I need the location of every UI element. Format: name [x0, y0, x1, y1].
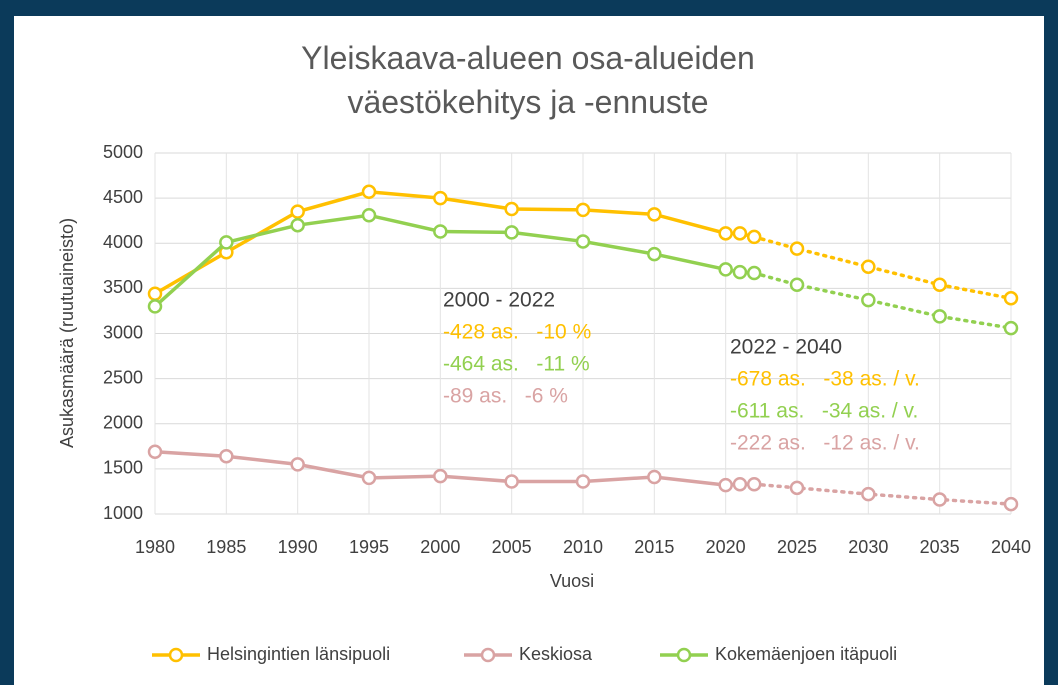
- point-marker: [1003, 496, 1019, 512]
- annotation: 2022 - 2040: [730, 336, 842, 359]
- x-tick-label: 2015: [634, 537, 674, 557]
- point-marker: [861, 292, 876, 308]
- point-marker: [147, 299, 163, 314]
- point-marker: [746, 265, 762, 281]
- point-marker: [147, 286, 163, 302]
- x-tick-label: 2020: [706, 537, 746, 557]
- x-axis-label: Vuosi: [550, 571, 594, 591]
- point-marker: [575, 234, 591, 249]
- annotation: -464 as. -11 %: [443, 353, 590, 376]
- y-tick-label: 5000: [103, 142, 143, 162]
- point-marker: [575, 474, 591, 489]
- legend-marker: [676, 647, 692, 663]
- annotation: -89 as. -6 %: [443, 385, 568, 408]
- point-marker: [746, 476, 762, 492]
- point-marker: [932, 492, 947, 507]
- x-tick-label: 1980: [135, 537, 175, 557]
- legend-marker: [480, 647, 496, 663]
- point-marker: [718, 226, 733, 241]
- point-marker: [361, 208, 377, 223]
- forecast-line: [752, 235, 1013, 301]
- point-marker: [1003, 320, 1019, 336]
- point-marker: [647, 246, 662, 262]
- chart-title: Yleiskaava-alueen osa-alueiden väestökeh…: [301, 40, 755, 120]
- point-marker: [433, 224, 448, 239]
- point-marker: [1003, 291, 1019, 306]
- annotation: -222 as. -12 as. / v.: [730, 432, 920, 455]
- annotation: 2000 - 2022: [443, 289, 555, 312]
- point-marker: [932, 309, 947, 324]
- forecast-line: [752, 271, 1013, 330]
- y-tick-label: 2000: [103, 413, 143, 433]
- x-tick-label: 2000: [420, 537, 460, 557]
- x-tick-label: 1990: [278, 537, 318, 557]
- point-marker: [861, 259, 876, 274]
- annotation: -428 as. -10 %: [443, 321, 591, 344]
- y-tick-label: 2500: [103, 367, 143, 387]
- x-tick-label: 2010: [563, 537, 603, 557]
- y-tick-label: 4500: [103, 187, 143, 207]
- point-marker: [219, 448, 234, 464]
- legend-marker: [168, 647, 184, 663]
- point-marker: [433, 190, 448, 206]
- y-tick-label: 3500: [103, 277, 143, 297]
- point-marker: [504, 201, 519, 217]
- point-marker: [732, 476, 748, 492]
- point-marker: [647, 469, 662, 485]
- annotation: -611 as. -34 as. / v.: [730, 400, 918, 423]
- x-tick-label: 1985: [206, 537, 246, 557]
- point-marker: [789, 277, 805, 293]
- point-marker: [575, 202, 591, 218]
- point-marker: [290, 217, 305, 233]
- point-marker: [746, 229, 762, 245]
- y-axis-label: Asukasmäärä (ruutuaineisto): [57, 218, 77, 448]
- x-tick-label: 2040: [991, 537, 1031, 557]
- point-marker: [732, 226, 748, 241]
- point-marker: [504, 474, 519, 489]
- y-tick-label: 3000: [103, 322, 143, 342]
- point-marker: [433, 468, 448, 484]
- legend-label: Keskiosa: [519, 644, 593, 664]
- y-tick-label: 1000: [103, 503, 143, 523]
- point-marker: [789, 241, 805, 256]
- point-marker: [932, 277, 947, 293]
- y-tick-label: 1500: [103, 458, 143, 478]
- point-marker: [718, 262, 733, 277]
- point-marker: [647, 207, 662, 222]
- point-marker: [290, 204, 305, 219]
- point-marker: [361, 184, 377, 200]
- chart-panel: [14, 16, 1044, 685]
- point-marker: [504, 225, 519, 240]
- x-tick-label: 1995: [349, 537, 389, 557]
- y-tick-label: 4000: [103, 232, 143, 252]
- point-marker: [147, 444, 163, 459]
- point-marker: [290, 457, 305, 472]
- point-marker: [718, 477, 733, 493]
- point-marker: [861, 486, 876, 502]
- annotation: -678 as. -38 as. / v.: [730, 368, 920, 391]
- point-marker: [361, 470, 377, 486]
- x-tick-label: 2035: [920, 537, 960, 557]
- x-tick-label: 2030: [848, 537, 888, 557]
- x-tick-label: 2025: [777, 537, 817, 557]
- point-marker: [789, 480, 805, 496]
- legend-label: Helsingintien länsipuoli: [207, 644, 390, 664]
- point-marker: [219, 235, 234, 250]
- legend-label: Kokemäenjoen itäpuoli: [715, 644, 897, 664]
- x-tick-label: 2005: [492, 537, 532, 557]
- point-marker: [732, 264, 748, 280]
